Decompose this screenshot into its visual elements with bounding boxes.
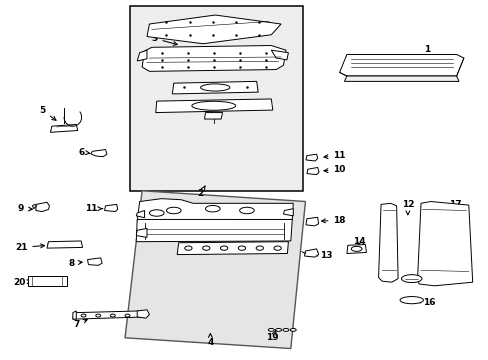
Polygon shape <box>156 99 272 113</box>
Ellipse shape <box>220 246 227 250</box>
Ellipse shape <box>61 242 66 247</box>
Text: 1: 1 <box>424 45 429 60</box>
Polygon shape <box>304 249 318 257</box>
Ellipse shape <box>125 314 130 317</box>
Polygon shape <box>137 50 147 61</box>
Polygon shape <box>346 244 366 253</box>
Ellipse shape <box>200 84 229 91</box>
Ellipse shape <box>149 210 163 216</box>
Text: 12: 12 <box>401 200 413 215</box>
Ellipse shape <box>81 314 86 317</box>
Polygon shape <box>305 217 318 226</box>
Text: 17: 17 <box>448 200 461 215</box>
Text: 10: 10 <box>324 166 345 175</box>
Ellipse shape <box>184 246 192 250</box>
Ellipse shape <box>55 242 60 247</box>
Polygon shape <box>305 154 317 161</box>
Ellipse shape <box>401 275 421 283</box>
Polygon shape <box>147 15 281 44</box>
Polygon shape <box>136 211 144 218</box>
Ellipse shape <box>191 101 235 110</box>
Ellipse shape <box>166 207 181 214</box>
Polygon shape <box>172 81 258 94</box>
Polygon shape <box>271 50 288 60</box>
Text: 20: 20 <box>13 278 31 287</box>
Polygon shape <box>283 209 293 216</box>
Polygon shape <box>125 191 305 348</box>
Polygon shape <box>177 242 288 255</box>
Text: 13: 13 <box>313 251 332 260</box>
Ellipse shape <box>48 242 53 247</box>
Ellipse shape <box>96 314 101 317</box>
Polygon shape <box>73 311 76 319</box>
Polygon shape <box>344 76 458 81</box>
Text: 18: 18 <box>321 216 345 225</box>
Ellipse shape <box>110 314 115 317</box>
Polygon shape <box>87 258 102 265</box>
Text: 6: 6 <box>78 148 90 157</box>
Ellipse shape <box>75 242 80 247</box>
Text: 7: 7 <box>73 319 87 329</box>
Polygon shape <box>204 113 222 119</box>
Polygon shape <box>378 203 397 282</box>
Polygon shape <box>142 45 285 71</box>
Polygon shape <box>32 204 36 209</box>
Polygon shape <box>137 310 149 318</box>
Ellipse shape <box>283 328 288 331</box>
Ellipse shape <box>268 328 274 331</box>
Ellipse shape <box>273 246 281 250</box>
Ellipse shape <box>350 246 361 251</box>
Polygon shape <box>36 202 49 212</box>
Text: 16: 16 <box>416 298 434 307</box>
Text: 9: 9 <box>18 204 32 213</box>
Text: 4: 4 <box>207 334 213 347</box>
Text: 11: 11 <box>84 204 102 213</box>
Ellipse shape <box>238 246 245 250</box>
Text: 2: 2 <box>197 186 205 198</box>
Ellipse shape <box>275 328 281 331</box>
Bar <box>130 6 303 191</box>
Text: 19: 19 <box>266 330 279 342</box>
Polygon shape <box>417 202 472 286</box>
Polygon shape <box>47 241 82 248</box>
Ellipse shape <box>290 328 296 331</box>
Polygon shape <box>339 54 463 76</box>
Ellipse shape <box>239 207 254 214</box>
Polygon shape <box>50 125 78 132</box>
Bar <box>27 276 67 286</box>
Polygon shape <box>104 204 118 212</box>
Ellipse shape <box>68 242 73 247</box>
Text: 21: 21 <box>15 243 44 252</box>
Text: 15: 15 <box>418 276 434 285</box>
Polygon shape <box>306 167 319 175</box>
Ellipse shape <box>256 246 263 250</box>
Ellipse shape <box>205 206 220 212</box>
Text: 5: 5 <box>39 105 56 120</box>
Polygon shape <box>136 220 292 242</box>
Polygon shape <box>137 199 293 221</box>
Text: 8: 8 <box>68 259 82 268</box>
Text: 11: 11 <box>324 151 345 160</box>
Ellipse shape <box>399 297 423 304</box>
Polygon shape <box>136 228 147 237</box>
Text: 14: 14 <box>352 237 365 246</box>
Polygon shape <box>91 149 107 157</box>
Polygon shape <box>73 311 144 319</box>
Text: 3: 3 <box>151 34 177 45</box>
Ellipse shape <box>202 246 209 250</box>
